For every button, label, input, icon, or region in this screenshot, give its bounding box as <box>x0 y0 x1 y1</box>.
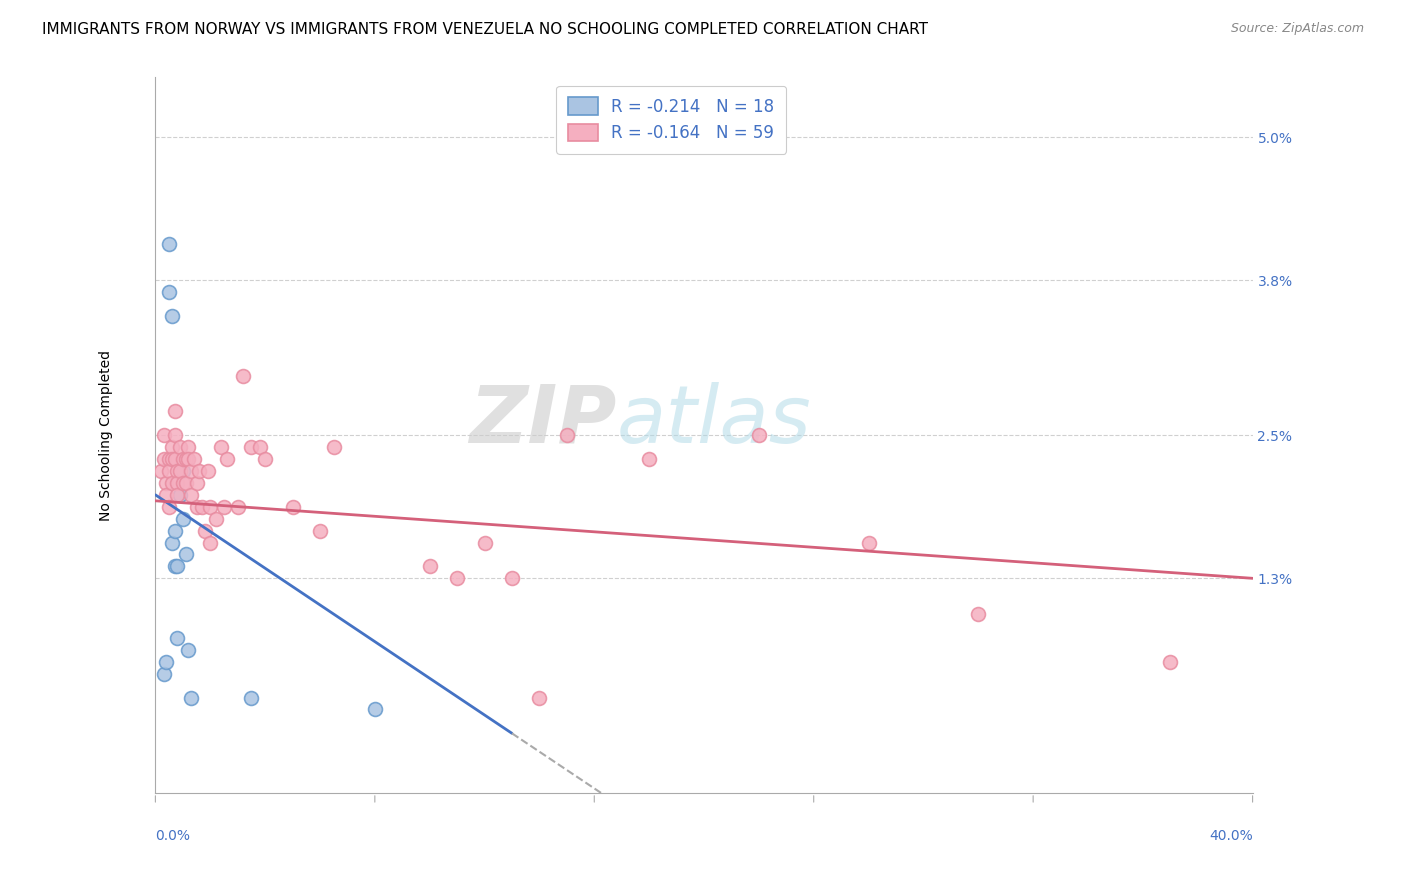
Point <box>169 464 191 478</box>
Point <box>163 559 186 574</box>
Point <box>186 475 208 490</box>
Point <box>748 428 770 442</box>
Point <box>858 535 880 549</box>
Point <box>157 452 180 467</box>
Point <box>194 524 217 538</box>
Point <box>157 464 180 478</box>
Text: 0.0%: 0.0% <box>156 829 190 843</box>
Point <box>967 607 990 621</box>
Point <box>188 464 211 478</box>
Point <box>177 643 200 657</box>
Point <box>163 524 186 538</box>
Text: 40.0%: 40.0% <box>1209 829 1253 843</box>
Point <box>240 440 263 454</box>
Point <box>254 452 277 467</box>
Point <box>169 488 191 502</box>
Point <box>180 464 202 478</box>
Point <box>309 524 332 538</box>
Point <box>152 666 174 681</box>
Point <box>232 368 254 383</box>
Point <box>419 559 441 574</box>
Point <box>174 548 197 562</box>
Point <box>200 535 222 549</box>
Point <box>446 571 468 585</box>
Point <box>152 452 174 467</box>
Point <box>160 452 183 467</box>
Point <box>209 440 232 454</box>
Text: No Schooling Completed: No Schooling Completed <box>98 350 112 521</box>
Point <box>166 559 188 574</box>
Point <box>155 488 177 502</box>
Point <box>180 488 202 502</box>
Point <box>180 690 202 705</box>
Point <box>474 535 496 549</box>
Point <box>157 285 180 299</box>
Point <box>215 452 238 467</box>
Point <box>157 500 180 514</box>
Legend: R = -0.214   N = 18, R = -0.164   N = 59: R = -0.214 N = 18, R = -0.164 N = 59 <box>557 86 786 153</box>
Point <box>249 440 271 454</box>
Point <box>281 500 304 514</box>
Point <box>172 511 194 525</box>
Point <box>155 475 177 490</box>
Point <box>172 464 194 478</box>
Point <box>191 500 214 514</box>
Point <box>166 631 188 645</box>
Point <box>166 464 188 478</box>
Point <box>174 475 197 490</box>
Text: ZIP: ZIP <box>468 382 616 460</box>
Point <box>364 702 387 716</box>
Point <box>501 571 523 585</box>
Point <box>157 237 180 252</box>
Point <box>152 428 174 442</box>
Point <box>240 690 263 705</box>
Point <box>160 535 183 549</box>
Point <box>177 440 200 454</box>
Point <box>160 309 183 323</box>
Point <box>149 464 172 478</box>
Point <box>529 690 551 705</box>
Point <box>163 428 186 442</box>
Text: Source: ZipAtlas.com: Source: ZipAtlas.com <box>1230 22 1364 36</box>
Point <box>166 488 188 502</box>
Point <box>155 655 177 669</box>
Point <box>166 475 188 490</box>
Point <box>160 440 183 454</box>
Point <box>174 452 197 467</box>
Point <box>204 511 226 525</box>
Text: atlas: atlas <box>616 382 811 460</box>
Point <box>226 500 249 514</box>
Point <box>163 452 186 467</box>
Point <box>172 475 194 490</box>
Point <box>183 452 205 467</box>
Point <box>160 475 183 490</box>
Point <box>322 440 344 454</box>
Point <box>1159 655 1181 669</box>
Text: IMMIGRANTS FROM NORWAY VS IMMIGRANTS FROM VENEZUELA NO SCHOOLING COMPLETED CORRE: IMMIGRANTS FROM NORWAY VS IMMIGRANTS FRO… <box>42 22 928 37</box>
Point <box>212 500 235 514</box>
Point <box>200 500 222 514</box>
Point <box>638 452 661 467</box>
Point <box>197 464 219 478</box>
Point <box>169 440 191 454</box>
Point <box>186 500 208 514</box>
Point <box>555 428 578 442</box>
Point <box>172 452 194 467</box>
Point <box>163 404 186 418</box>
Point <box>177 452 200 467</box>
